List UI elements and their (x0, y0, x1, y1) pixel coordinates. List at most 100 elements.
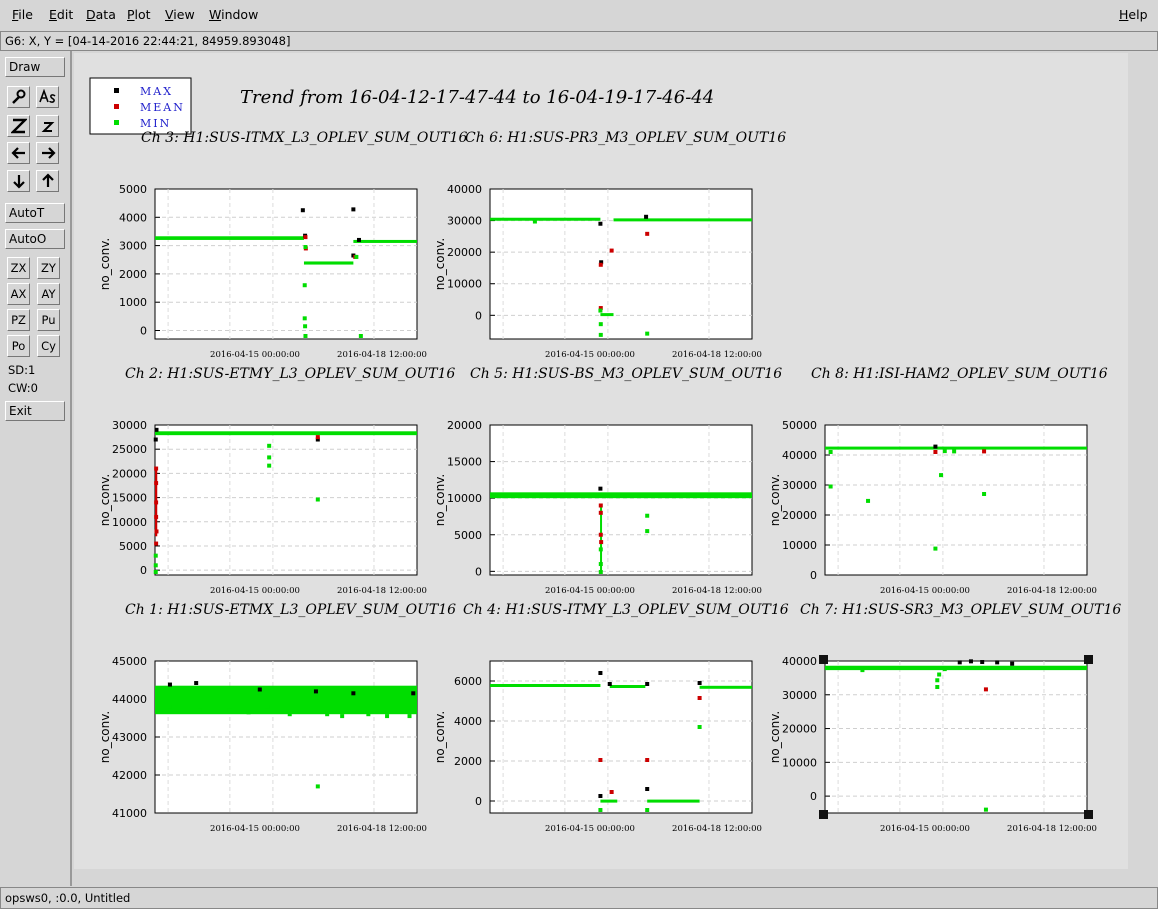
data-point-min (303, 245, 308, 250)
ay-button[interactable]: AY (37, 283, 60, 305)
pan-left-button[interactable] (7, 142, 30, 164)
draw-button[interactable]: Draw (5, 57, 65, 77)
x-tick-label: 2016-04-15 00:00:00 (210, 586, 300, 596)
zx-button[interactable]: ZX (7, 257, 30, 279)
chart-panel-1[interactable]: Ch 3: H1:SUS-ITMX_L3_OPLEV_SUM_OUT16 0 100… (98, 130, 467, 360)
data-point-min (598, 547, 603, 552)
x-tick-label: 2016-04-15 00:00:00 (545, 586, 635, 596)
y-tick-label: 0 (475, 795, 482, 808)
data-point-mean (154, 500, 159, 505)
draw-button-label: Draw (9, 60, 41, 74)
cy-button[interactable]: Cy (37, 335, 60, 357)
autot-button[interactable]: AutoT (5, 203, 65, 223)
legend-marker-max (114, 88, 119, 93)
chart-panel-3[interactable]: Ch 2: H1:SUS-ETMY_L3_OPLEV_SUM_OUT16 0 500… (98, 366, 455, 596)
data-point-min (645, 331, 650, 336)
data-point-min (939, 473, 944, 478)
data-point-min (942, 667, 947, 672)
pz-button[interactable]: PZ (7, 309, 30, 331)
pan-up-button[interactable] (36, 170, 59, 192)
selection-handle[interactable] (1084, 810, 1093, 819)
menu-edit[interactable]: Edit (49, 7, 74, 22)
menu-data[interactable]: Data (86, 7, 116, 22)
data-point-min (407, 714, 412, 719)
pan-right-button[interactable] (36, 142, 59, 164)
data-band (609, 685, 646, 688)
pu-label: Pu (41, 313, 56, 327)
data-point-max (351, 691, 356, 696)
selection-handle[interactable] (1084, 655, 1093, 664)
po-label: Po (11, 339, 26, 353)
selection-handle[interactable] (819, 810, 828, 819)
data-point-min (598, 308, 603, 313)
ax-button[interactable]: AX (7, 283, 30, 305)
plot-area (489, 188, 753, 340)
data-point-max (1010, 661, 1015, 666)
exit-button[interactable]: Exit (5, 401, 65, 421)
chart-panel-4[interactable]: Ch 5: H1:SUS-BS_M3_OPLEV_SUM_OUT16 0 5000 1… (433, 366, 782, 596)
zoom-out-icon (10, 118, 27, 134)
magnify-button[interactable] (7, 86, 30, 108)
y-tick-label: 30000 (782, 689, 817, 702)
menu-view[interactable]: View (165, 7, 195, 22)
data-point-min (315, 784, 320, 789)
x-tick-label: 2016-04-15 00:00:00 (545, 350, 635, 360)
x-tick-label: 2016-04-15 00:00:00 (210, 350, 300, 360)
autoo-button[interactable]: AutoO (5, 229, 65, 249)
data-point-max (645, 682, 650, 686)
cy-label: Cy (41, 339, 56, 353)
y-tick-label: 5000 (119, 183, 147, 196)
figure-svg[interactable]: Trend from 16-04-12-17-47-44 to 16-04-19… (74, 53, 1128, 869)
menu-file[interactable]: File (12, 7, 33, 22)
y-tick-label: 2000 (119, 268, 147, 281)
pu-button[interactable]: Pu (37, 309, 60, 331)
chart-panel-7[interactable]: Ch 4: H1:SUS-ITMY_L3_OPLEV_SUM_OUT16 0 200… (433, 602, 789, 834)
chart-panel-5[interactable]: Ch 8: H1:ISI-HAM2_OPLEV_SUM_OUT16 0 10000 2… (768, 366, 1108, 596)
y-tick-label: 20000 (782, 723, 817, 736)
data-band (155, 236, 304, 240)
data-point-mean (645, 758, 650, 762)
data-point-max (599, 260, 604, 265)
y-tick-label: 15000 (447, 456, 482, 469)
data-band (490, 684, 601, 687)
data-band (825, 446, 1087, 450)
data-point-min (267, 463, 272, 468)
plot-area (154, 188, 418, 340)
plot-canvas[interactable]: Trend from 16-04-12-17-47-44 to 16-04-19… (74, 53, 1128, 869)
data-point-min (935, 685, 940, 690)
x-tick-label: 2016-04-18 12:00:00 (1007, 586, 1097, 596)
menu-plot[interactable]: Plot (127, 7, 151, 22)
data-point-min (354, 254, 359, 259)
data-point-max (300, 208, 305, 213)
y-axis-label: no_conv. (768, 474, 782, 526)
y-tick-label: 30000 (782, 479, 817, 492)
x-tick-label: 2016-04-18 12:00:00 (1007, 824, 1097, 834)
selection-handle[interactable] (819, 655, 828, 664)
data-point-max (697, 681, 702, 685)
data-point-max (598, 671, 603, 675)
arrow-up-icon (41, 173, 54, 187)
text-tool-button[interactable] (36, 86, 59, 108)
y-tick-label: 40000 (447, 183, 482, 196)
menu-window[interactable]: Window (209, 7, 259, 22)
data-point-min (302, 283, 307, 288)
chart-title: Ch 8: H1:ISI-HAM2_OPLEV_SUM_OUT16 (811, 366, 1108, 382)
y-axis-label: no_conv. (433, 711, 447, 763)
zoom-out-button[interactable] (7, 115, 30, 137)
pan-down-button[interactable] (7, 170, 30, 192)
data-point-min (645, 529, 650, 534)
chart-panel-2[interactable]: Ch 6: H1:SUS-PR3_M3_OPLEV_SUM_OUT16 0 1000… (433, 130, 786, 360)
data-point-mean (598, 510, 603, 515)
y-axis-label: no_conv. (768, 711, 782, 763)
legend-label-mean: MEAN (140, 101, 185, 114)
po-button[interactable]: Po (7, 335, 30, 357)
data-point-max (957, 660, 962, 665)
zy-button[interactable]: ZY (37, 257, 60, 279)
chart-panel-6[interactable]: Ch 1: H1:SUS-ETMX_L3_OPLEV_SUM_OUT16 4100… (98, 602, 456, 834)
data-point-mean (697, 696, 702, 700)
y-axis-label: no_conv. (98, 474, 112, 526)
zoom-in-button[interactable] (36, 115, 59, 137)
data-point-min (358, 334, 363, 338)
chart-panel-8[interactable]: Ch 7: H1:SUS-SR3_M3_OPLEV_SUM_OUT16 0 1000… (768, 602, 1121, 834)
menu-help[interactable]: Help (1119, 7, 1148, 22)
